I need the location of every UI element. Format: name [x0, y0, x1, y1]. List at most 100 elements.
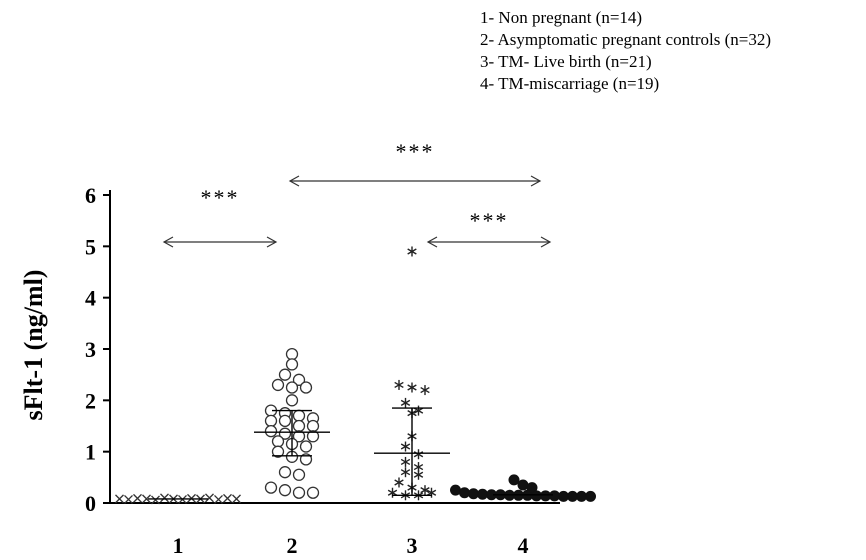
point-circle-filled [468, 488, 479, 500]
point-circle-open [306, 430, 320, 443]
point-x-stroke [232, 494, 241, 504]
point-circle-open [306, 419, 320, 433]
point-circle-open [292, 409, 306, 422]
point-asterisk [413, 405, 424, 416]
point-asterisk-stroke [420, 386, 430, 394]
significance-label: *** [396, 139, 435, 164]
point-circle-open [278, 484, 292, 497]
arrow-head-right [540, 236, 552, 248]
point-circle-filled [585, 490, 596, 502]
axes: 0 1 2 3 4 5 6 1 2 3 4 [85, 183, 560, 558]
point-asterisk [407, 246, 417, 257]
point-x [223, 493, 232, 503]
x-tick-label: 1 [173, 533, 184, 555]
legend-entry-2: 2- Asymptomatic pregnant controls (n=32) [480, 30, 771, 49]
point-circle-open [292, 468, 306, 481]
point-asterisk [413, 469, 424, 480]
arrow-head-right [530, 175, 542, 187]
y-tick-label: 4 [85, 286, 96, 311]
point-circle-filled [477, 488, 488, 500]
point-circle-open [264, 424, 278, 438]
legend-entry-1: 1- Non pregnant (n=14) [480, 8, 642, 27]
point-asterisk-stroke [407, 384, 417, 391]
point-circle-open [271, 435, 285, 448]
point-x-stroke [223, 493, 232, 503]
point-x [232, 494, 241, 504]
point-circle-filled [517, 479, 529, 491]
point-circle-filled [508, 474, 520, 486]
point-asterisk-stroke [413, 463, 424, 471]
y-tick-label: 2 [85, 388, 96, 413]
x-tick-label: 3 [407, 533, 418, 555]
significance-annotations: *** *** *** [162, 139, 552, 248]
point-x [214, 494, 223, 504]
point-circle-open [285, 394, 299, 407]
significance-label: *** [470, 208, 509, 233]
point-x [124, 494, 133, 504]
arrow-head-left [426, 236, 438, 248]
point-asterisk-stroke [400, 399, 411, 407]
arrow-head-right [266, 236, 278, 248]
point-circle-open [278, 414, 292, 428]
point-asterisk [400, 441, 411, 452]
point-asterisk-stroke [400, 443, 411, 450]
point-x [115, 494, 124, 504]
point-circle-open [278, 427, 292, 440]
point-x-stroke [142, 494, 151, 504]
point-circle-open [292, 373, 306, 386]
data-marks [115, 246, 596, 505]
point-circle-open [299, 453, 313, 466]
legend-entry-3: 3- TM- Live birth (n=21) [480, 52, 652, 71]
point-asterisk-stroke [394, 381, 404, 389]
legend-entry-4: 4- TM-miscarriage (n=19) [480, 74, 659, 93]
double-arrow [426, 236, 552, 248]
point-asterisk [394, 379, 404, 390]
point-circle-open [278, 466, 292, 479]
point-x-stroke [151, 495, 160, 505]
arrow-head-left [162, 236, 174, 248]
x-tick-label: 2 [287, 533, 298, 555]
point-asterisk [420, 485, 430, 496]
point-asterisk-stroke [420, 487, 430, 494]
point-x [151, 495, 160, 505]
point-asterisk [426, 487, 437, 498]
point-asterisk [400, 397, 411, 408]
double-arrow [288, 175, 542, 187]
point-asterisk-stroke [407, 248, 417, 255]
point-asterisk [387, 487, 398, 498]
point-asterisk-stroke [413, 407, 424, 414]
point-circle-open [299, 440, 313, 453]
point-circle-filled [459, 487, 470, 499]
point-circle-filled [549, 490, 560, 502]
y-tick-label: 3 [85, 337, 96, 362]
point-circle-open [278, 368, 292, 381]
point-asterisk [407, 382, 417, 393]
point-asterisk-stroke [400, 469, 411, 476]
point-asterisk-stroke [400, 458, 411, 466]
significance-label: *** [201, 185, 240, 210]
point-circle-open [271, 445, 285, 458]
point-asterisk [400, 456, 411, 467]
point-circle-filled [450, 484, 461, 496]
point-asterisk-stroke [413, 471, 424, 478]
y-axis-label: sFlt-1 (ng/ml) [19, 270, 48, 421]
point-asterisk [400, 467, 411, 478]
point-x [142, 494, 151, 504]
arrow-head-left [288, 175, 300, 187]
point-circle-open [292, 486, 306, 499]
point-circle-open [285, 381, 299, 394]
point-circle-open [306, 486, 320, 499]
point-x [133, 493, 142, 503]
mean-sd-bars [148, 407, 553, 500]
point-x [160, 493, 169, 503]
y-tick-label: 6 [85, 183, 96, 208]
legend: 1- Non pregnant (n=14) 2- Asymptomatic p… [480, 8, 771, 93]
point-x-stroke [214, 494, 223, 504]
point-circle-open [292, 419, 306, 433]
y-tick-label: 5 [85, 234, 96, 259]
point-x-stroke [160, 493, 169, 503]
point-x [205, 493, 214, 503]
y-tick-label: 0 [85, 491, 96, 516]
